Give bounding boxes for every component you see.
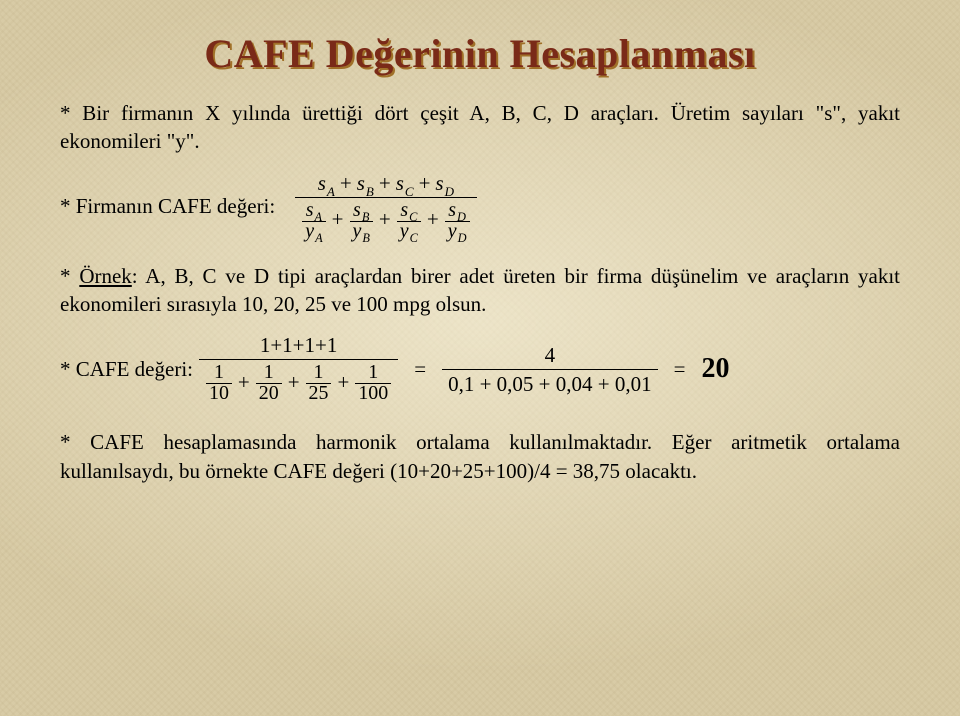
slide-body: * Bir firmanın X yılında ürettiği dört ç… — [60, 99, 900, 485]
firm-cafe-denominator: sAyA+sByB+sCyC+sDyD — [295, 199, 476, 244]
cafe-mid-num: 4 — [539, 342, 562, 368]
equals-icon: = — [404, 355, 436, 383]
slide-title: CAFE Değerinin Hesaplanması CAFE Değerin… — [60, 30, 900, 77]
example-prefix: * — [60, 264, 79, 288]
cafe-left-num: 1+1+1+1 — [254, 332, 344, 358]
firm-cafe-fraction: sA+sB+sC+sD sAyA+sByB+sCyC+sDyD — [295, 170, 476, 244]
footnote-paragraph: * CAFE hesaplamasında harmonik ortalama … — [60, 428, 900, 485]
firm-cafe-label: * Firmanın CAFE değeri: — [60, 192, 275, 220]
firm-cafe-numerator: sA+sB+sC+sD — [312, 170, 460, 196]
example-paragraph: * Örnek: A, B, C ve D tipi araçlardan bi… — [60, 262, 900, 319]
cafe-left-fraction: 1+1+1+1 110+120+125+1100 — [199, 332, 398, 406]
title-text: CAFE Değerinin Hesaplanması — [204, 31, 755, 76]
cafe-result: 20 — [701, 350, 729, 388]
example-underline: Örnek — [79, 264, 131, 288]
cafe-left-den: 110+120+125+1100 — [199, 361, 398, 406]
cafe-mid-fraction: 4 0,1 + 0,05 + 0,04 + 0,01 — [442, 342, 658, 397]
firm-cafe-row: * Firmanın CAFE değeri: sA+sB+sC+sD sAyA… — [60, 170, 900, 244]
example-rest: : A, B, C ve D tipi araçlardan birer ade… — [60, 264, 900, 316]
cafe-value-row: * CAFE değeri: 1+1+1+1 110+120+125+1100 … — [60, 332, 900, 406]
intro-paragraph: * Bir firmanın X yılında ürettiği dört ç… — [60, 99, 900, 156]
slide: CAFE Değerinin Hesaplanması CAFE Değerin… — [0, 0, 960, 716]
cafe-mid-den: 0,1 + 0,05 + 0,04 + 0,01 — [442, 371, 658, 397]
equals-icon: = — [664, 355, 696, 383]
cafe-value-label: * CAFE değeri: — [60, 355, 193, 383]
